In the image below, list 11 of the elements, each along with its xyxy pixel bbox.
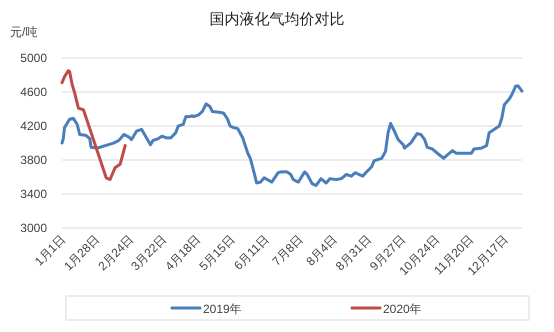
y-tick-label: 4200 — [20, 119, 48, 133]
x-tick-label: 7月8日 — [269, 232, 306, 269]
y-tick-label: 3400 — [20, 187, 48, 201]
legend-label: 2019年 — [203, 302, 242, 316]
y-tick-label: 4600 — [20, 85, 48, 99]
chart-title: 国内液化气均价对比 — [210, 11, 344, 28]
y-axis-title: 元/吨 — [10, 25, 38, 39]
y-tick-label: 5000 — [20, 51, 48, 65]
y-tick-label: 3800 — [20, 153, 48, 167]
y-tick-label: 3000 — [20, 221, 48, 235]
legend-label: 2020年 — [383, 302, 422, 316]
